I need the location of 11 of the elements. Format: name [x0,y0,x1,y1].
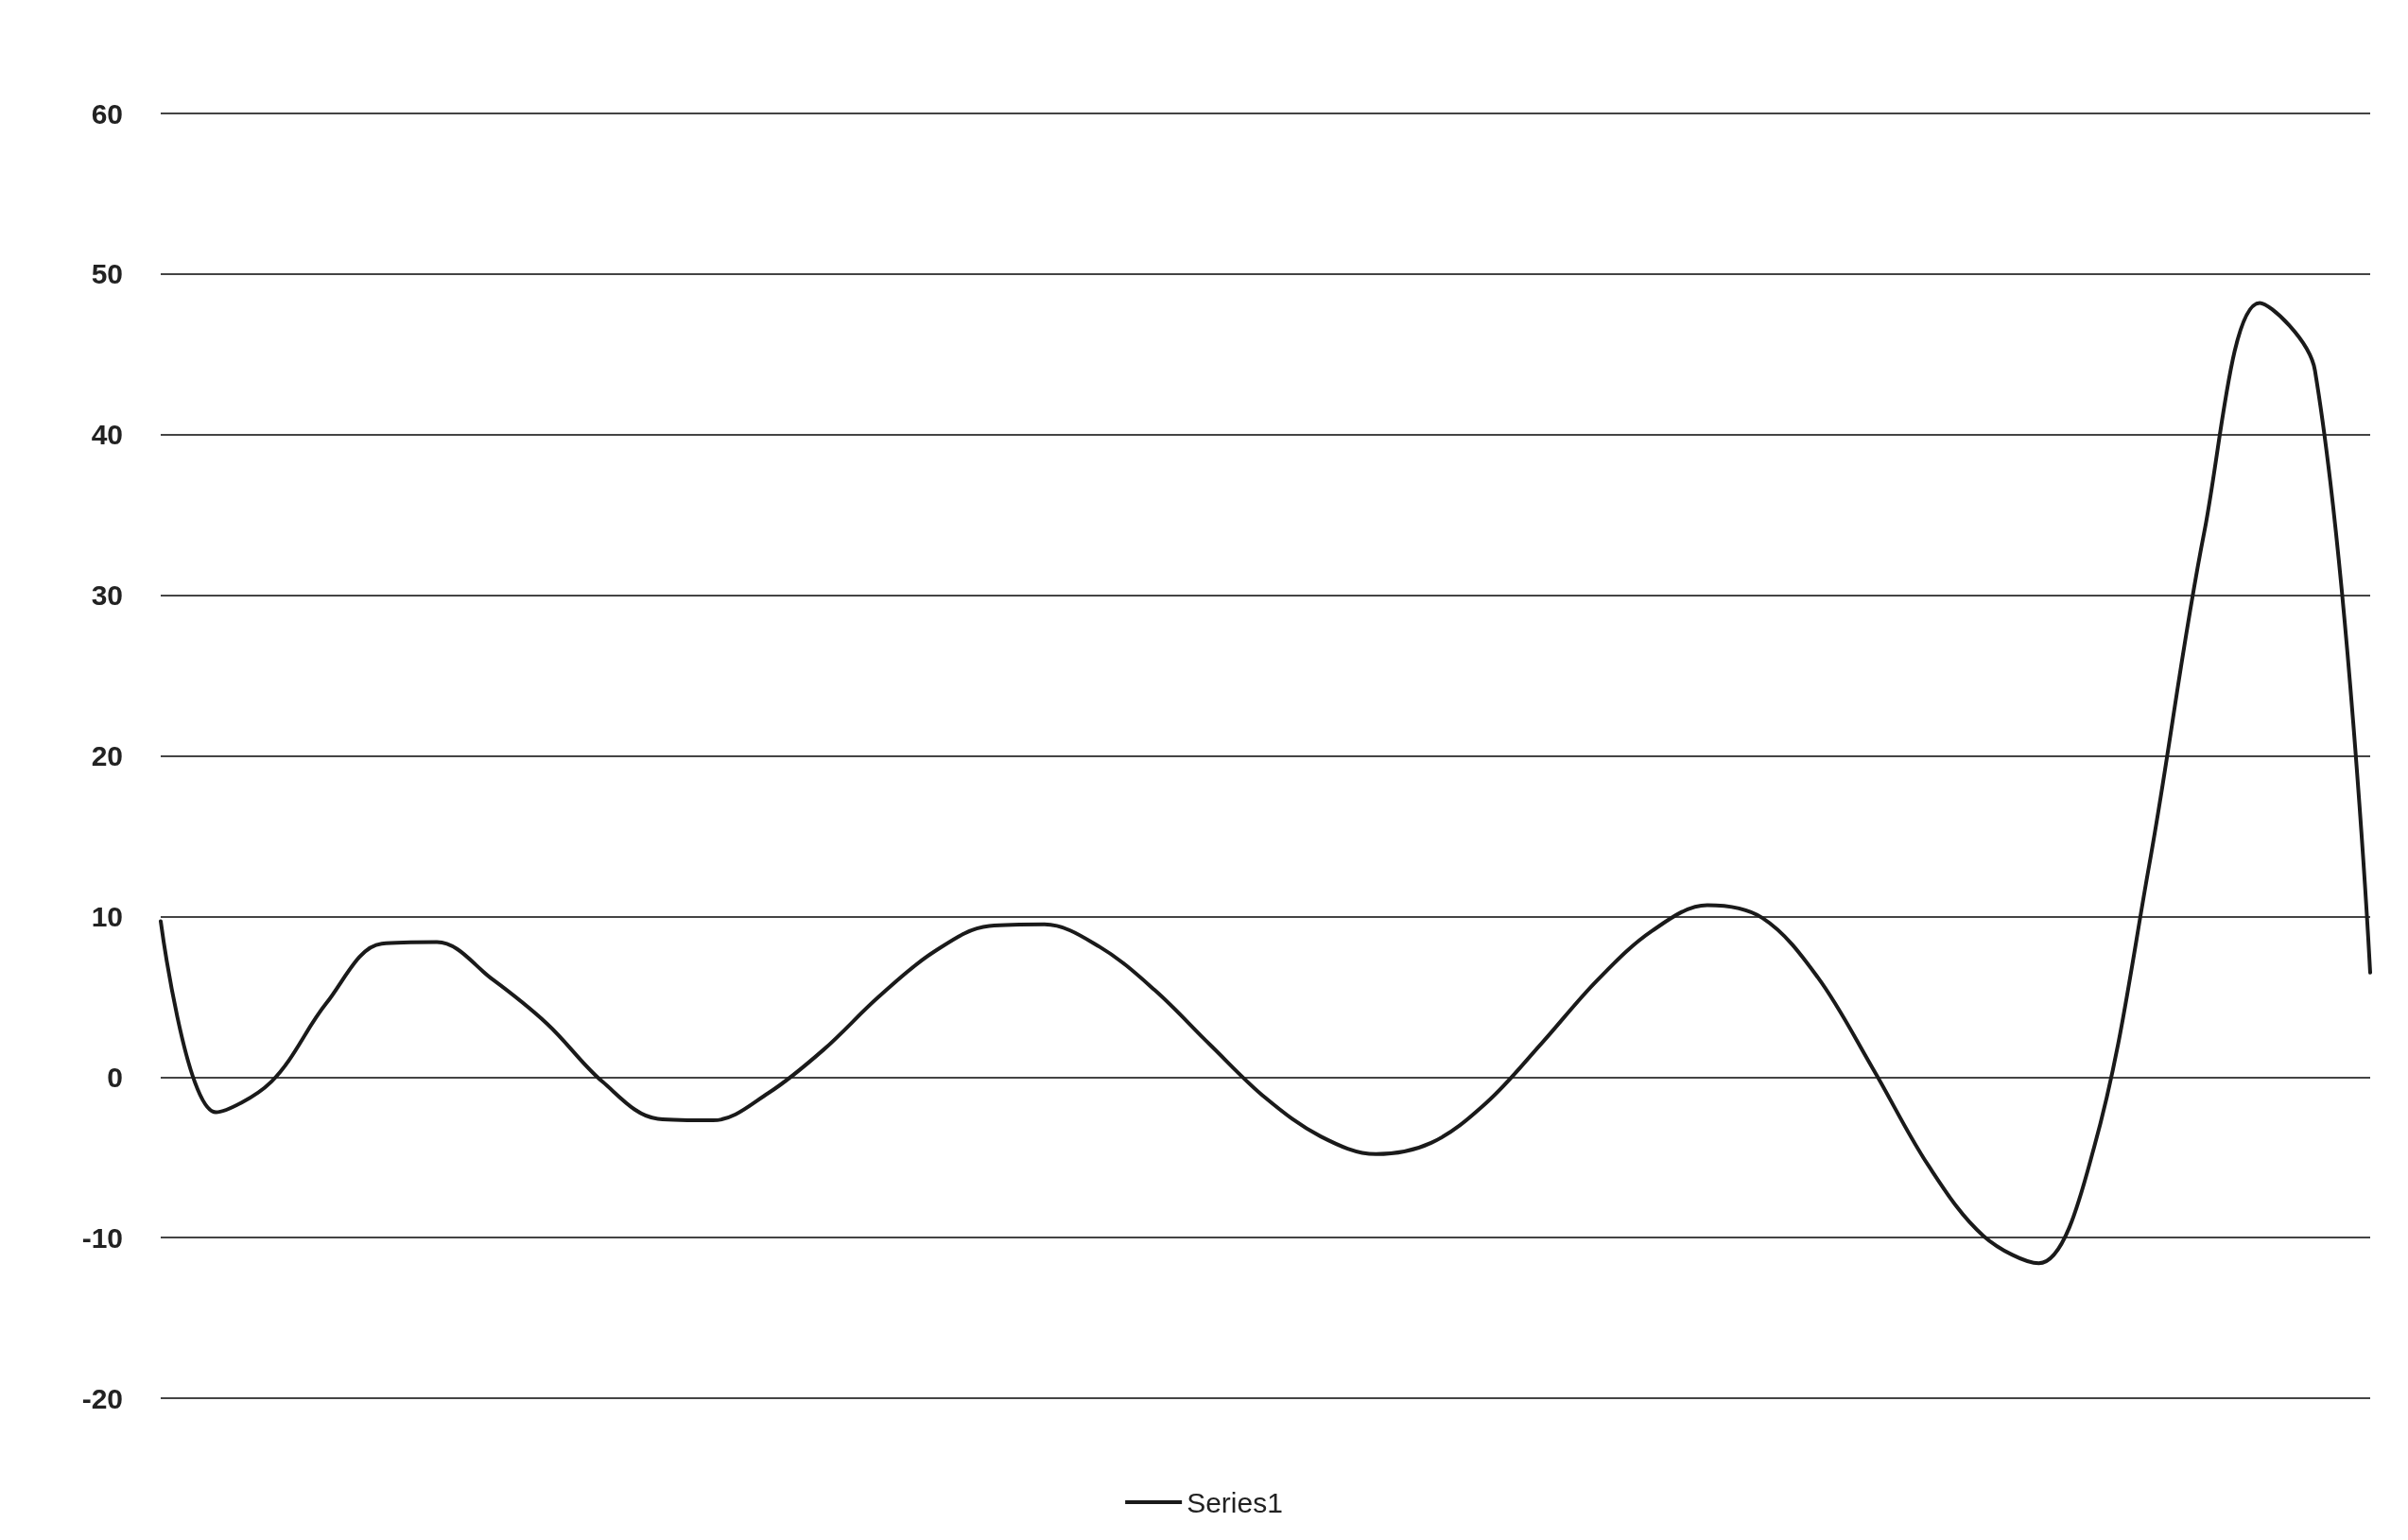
y-tick-label: -10 [81,1221,123,1254]
y-tick-label: 60 [91,97,123,130]
legend-label: Series1 [1187,1486,1283,1518]
y-tick-label: 0 [107,1061,123,1093]
y-tick-label: 50 [91,258,123,290]
y-tick-label: 40 [91,419,123,451]
y-tick-label: 10 [91,900,123,932]
y-tick-label: 20 [91,740,123,771]
y-tick-label: -20 [81,1382,123,1414]
y-tick-label: 30 [91,580,123,612]
line-series [159,301,2372,1266]
